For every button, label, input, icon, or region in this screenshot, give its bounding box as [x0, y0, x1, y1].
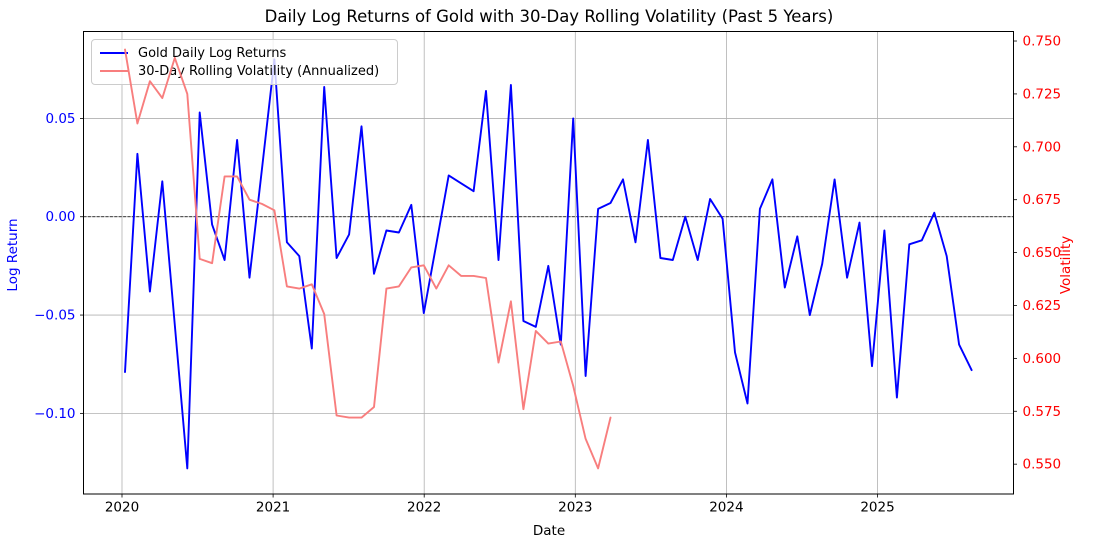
x-axis-label: Date [532, 523, 566, 539]
y-axis-label-right: Volatility [1058, 236, 1074, 294]
x-tick-label: 2020 [105, 500, 139, 516]
y-right-tick-label: 0.600 [1023, 351, 1062, 367]
y-right-tick-label: 0.675 [1023, 192, 1062, 208]
chart-title: Daily Log Returns of Gold with 30-Day Ro… [264, 7, 834, 26]
y-left-tick-label: −0.10 [34, 406, 75, 422]
y-axis-label-left: Log Return [5, 218, 21, 291]
y-right-tick-label: 0.750 [1023, 34, 1062, 50]
legend-item-log-returns: Gold Daily Log Returns [100, 44, 389, 62]
x-tick-label: 2021 [256, 500, 290, 516]
legend: Gold Daily Log Returns 30-Day Rolling Vo… [91, 39, 398, 85]
gridlines [83, 31, 1014, 494]
y-left-tick-label: 0.00 [45, 209, 75, 225]
y-right-tick-label: 0.650 [1023, 245, 1062, 261]
legend-label-volatility: 30-Day Rolling Volatility (Annualized) [138, 63, 380, 79]
log-returns-line [124, 58, 973, 470]
x-tick-label: 2022 [407, 500, 441, 516]
legend-label-log-returns: Gold Daily Log Returns [138, 45, 287, 61]
legend-line-sample-red [100, 70, 128, 72]
plot-border [83, 31, 1014, 495]
y-right-tick-label: 0.550 [1023, 457, 1062, 473]
y-left-tick-label: 0.05 [45, 111, 75, 127]
y-left-tick-label: −0.05 [34, 308, 75, 324]
y-right-tick-label: 0.575 [1023, 404, 1062, 420]
y-right-tick-label: 0.725 [1023, 86, 1062, 102]
legend-item-volatility: 30-Day Rolling Volatility (Annualized) [100, 62, 389, 80]
y-right-tick-label: 0.625 [1023, 298, 1062, 314]
x-tick-label: 2025 [860, 500, 894, 516]
tick-marks [80, 40, 1017, 498]
x-tick-label: 2024 [709, 500, 743, 516]
legend-line-sample-blue [100, 52, 128, 54]
x-tick-label: 2023 [558, 500, 592, 516]
y-right-tick-label: 0.700 [1023, 139, 1062, 155]
